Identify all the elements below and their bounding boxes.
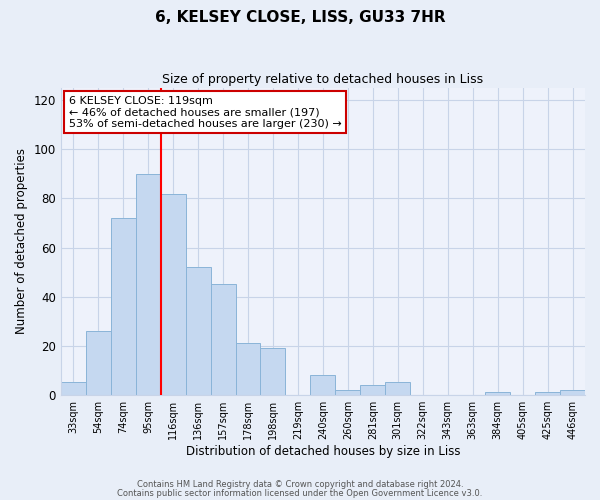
Bar: [185, 267, 211, 394]
Bar: [236, 343, 260, 394]
Bar: [260, 348, 286, 395]
Text: Contains HM Land Registry data © Crown copyright and database right 2024.: Contains HM Land Registry data © Crown c…: [137, 480, 463, 489]
Bar: [485, 392, 510, 394]
Bar: [535, 392, 560, 394]
Bar: [211, 284, 236, 395]
Bar: [111, 218, 136, 394]
Bar: [61, 382, 86, 394]
Text: 6 KELSEY CLOSE: 119sqm
← 46% of detached houses are smaller (197)
53% of semi-de: 6 KELSEY CLOSE: 119sqm ← 46% of detached…: [68, 96, 341, 129]
Bar: [335, 390, 361, 394]
Title: Size of property relative to detached houses in Liss: Size of property relative to detached ho…: [163, 72, 484, 86]
Y-axis label: Number of detached properties: Number of detached properties: [15, 148, 28, 334]
Bar: [310, 375, 335, 394]
Bar: [385, 382, 410, 394]
Bar: [136, 174, 161, 394]
Text: 6, KELSEY CLOSE, LISS, GU33 7HR: 6, KELSEY CLOSE, LISS, GU33 7HR: [155, 10, 445, 25]
Bar: [86, 331, 111, 394]
Bar: [361, 385, 385, 394]
Bar: [161, 194, 185, 394]
Text: Contains public sector information licensed under the Open Government Licence v3: Contains public sector information licen…: [118, 489, 482, 498]
Bar: [560, 390, 585, 394]
X-axis label: Distribution of detached houses by size in Liss: Distribution of detached houses by size …: [185, 444, 460, 458]
